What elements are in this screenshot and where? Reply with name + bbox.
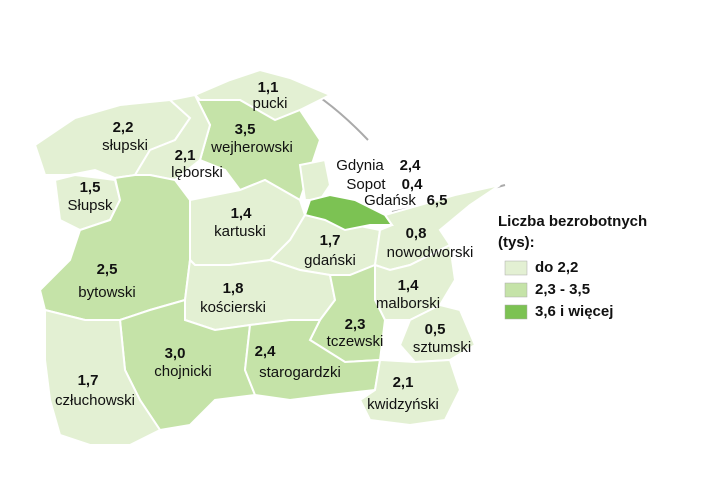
region (358, 358, 462, 427)
region-value: 1,4 (231, 205, 253, 222)
region-value: 2,2 (113, 119, 134, 136)
region-name: kwidzyński (367, 396, 439, 413)
region-name: malborski (376, 295, 440, 312)
region-name: gdański (304, 252, 356, 269)
region-value: 3,5 (235, 121, 256, 138)
region-name: starogardzki (259, 364, 341, 381)
region-value: 1,7 (78, 372, 99, 389)
legend-label: 2,3 - 3,5 (535, 281, 590, 298)
region-value: 0,4 (402, 176, 424, 193)
region-name: lęborski (171, 164, 223, 181)
legend-swatch (504, 282, 528, 298)
region-name: Sopot (346, 176, 386, 193)
region-value: 6,5 (427, 192, 448, 209)
region-name: człuchowski (55, 392, 135, 409)
region-name: nowodworski (387, 244, 474, 261)
region-value: 2,1 (175, 147, 196, 164)
region-name: tczewski (327, 333, 384, 350)
legend-title: Liczba bezrobotnych (498, 213, 647, 230)
region-name: Gdańsk (364, 192, 416, 209)
region-name: Słupsk (67, 197, 113, 214)
region (398, 303, 477, 364)
region-value: 2,3 (345, 316, 366, 333)
region (44, 308, 162, 446)
region-name: chojnicki (154, 363, 212, 380)
region-value: 2,5 (97, 261, 118, 278)
region-name: Gdynia (336, 157, 384, 174)
region-name: kościerski (200, 299, 266, 316)
region-value: 2,1 (393, 374, 414, 391)
region (303, 193, 394, 232)
region-value: 2,4 (255, 343, 277, 360)
region-name: sztumski (413, 339, 471, 356)
legend-title: (tys): (498, 234, 535, 251)
region-name: kartuski (214, 223, 266, 240)
region-value: 1,7 (320, 232, 341, 249)
region-name: wejherowski (210, 139, 293, 156)
region (298, 158, 332, 201)
region-name: pucki (252, 95, 287, 112)
region-value: 1,4 (398, 277, 420, 294)
legend-swatch (504, 304, 528, 320)
region-value: 1,1 (258, 79, 279, 96)
region-value: 2,4 (400, 157, 422, 174)
legend-swatch (504, 260, 528, 276)
legend-label: 3,6 i więcej (535, 303, 613, 320)
region-name: słupski (102, 137, 148, 154)
legend-label: do 2,2 (535, 259, 578, 276)
region-value: 0,5 (425, 321, 446, 338)
region-value: 0,8 (406, 225, 427, 242)
region-value: 1,8 (223, 280, 244, 297)
region-value: 1,5 (80, 179, 101, 196)
region-value: 3,0 (165, 345, 186, 362)
region-name: bytowski (78, 284, 136, 301)
